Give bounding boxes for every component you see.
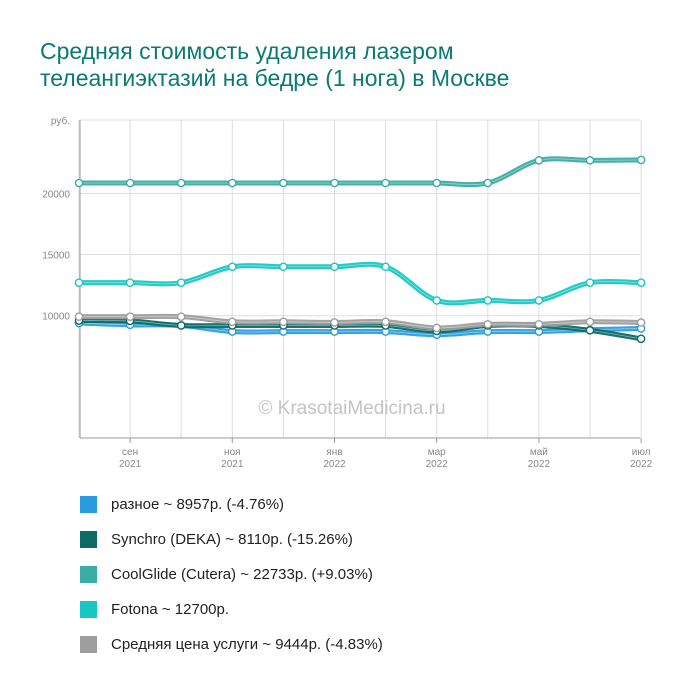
data-point [279,262,288,272]
chart-title-line-2: телеангиэктазий на бедре (1 нога) в Моск… [40,65,510,91]
data-point [534,156,544,165]
x-tick-label-month: июл [632,447,651,458]
x-tick-label-year: 2021 [221,459,244,470]
data-point [636,155,646,165]
axes: 100001500020000руб.сен2021ноя2021янв2022… [42,115,652,470]
y-tick-label: 10000 [42,312,70,323]
legend-item: Средняя цена услуги ~ 9444р. (-4.83%) [80,627,383,662]
x-tick-label-year: 2022 [426,459,449,470]
data-point [534,296,544,305]
data-point [176,278,186,287]
legend-label: Synchro (DEKA) ~ 8110р. (-15.26%) [111,531,353,548]
x-tick-label-year: 2022 [630,459,653,470]
legend-item: Synchro (DEKA) ~ 8110р. (-15.26%) [80,522,383,557]
chart-title: Средняя стоимость удаления лазером телеа… [40,38,640,92]
legend-item: CoolGlide (Cutera) ~ 22733р. (+9.03%) [80,557,383,592]
data-point [432,178,442,188]
data-point [227,178,237,188]
data-point [176,312,186,321]
legend-label: CoolGlide (Cutera) ~ 22733р. (+9.03%) [111,566,373,583]
data-point [279,317,288,327]
data-point [585,278,595,287]
legend-swatch [80,531,97,548]
data-point [279,178,288,188]
data-point [381,178,390,188]
x-tick-label-month: май [530,447,548,458]
x-tick-label-month: янв [326,447,342,458]
data-point [585,317,595,327]
data-point [176,178,186,188]
legend-label: Fotona ~ 12700р. [111,601,230,618]
legend-swatch [80,636,97,653]
x-tick-label-year: 2022 [323,459,346,470]
data-point [636,334,646,344]
x-tick-label-year: 2022 [528,459,551,470]
data-point [483,319,493,329]
data-point [74,312,84,321]
series-line-2 [76,156,644,188]
data-point [534,319,544,329]
x-tick-label-month: ноя [224,447,241,458]
chart-title-line-1: Средняя стоимость удаления лазером [40,38,454,64]
legend-swatch [80,566,97,583]
data-point [330,262,339,272]
line-chart: © KrasotaiMedicina.ru 10000 15000 20000 руб… [42,115,652,470]
data-point [636,318,646,327]
x-tick-label-year: 2021 [119,459,142,470]
data-point [125,312,135,321]
legend: разное ~ 8957р. (-4.76%) Synchro (DEKA) ~… [80,487,383,662]
grid-lines [78,119,642,438]
data-point [125,278,135,287]
legend-swatch [80,601,97,618]
data-point [330,318,339,327]
data-point [585,326,595,335]
data-point [483,296,493,305]
series-lines [76,156,644,342]
data-point [432,296,442,305]
data-point [432,323,442,333]
y-tick-label: 20000 [42,189,70,200]
data-point [381,317,390,327]
legend-label: разное ~ 8957р. (-4.76%) [111,496,285,513]
data-point [74,178,84,188]
legend-item: разное ~ 8957р. (-4.76%) [80,487,383,522]
legend-swatch [80,496,97,513]
data-point [381,262,390,272]
data-point [636,278,646,287]
data-point [585,156,595,165]
legend-item: Fotona ~ 12700р. [80,592,383,627]
x-tick-label-month: мар [428,447,446,458]
data-point [74,278,84,287]
data-point [483,178,493,188]
watermark-text: © KrasotaiMedicina.ru [258,398,445,419]
legend-label: Средняя цена услуги ~ 9444р. (-4.83%) [111,636,383,653]
data-point [176,321,186,330]
y-tick-label: 15000 [42,251,70,262]
data-point [125,178,135,188]
y-unit-label: руб. [51,115,70,127]
data-point [227,317,237,327]
data-point [227,262,237,272]
data-point [330,178,339,188]
series-points [74,155,646,344]
x-tick-label-month: сен [122,447,138,458]
